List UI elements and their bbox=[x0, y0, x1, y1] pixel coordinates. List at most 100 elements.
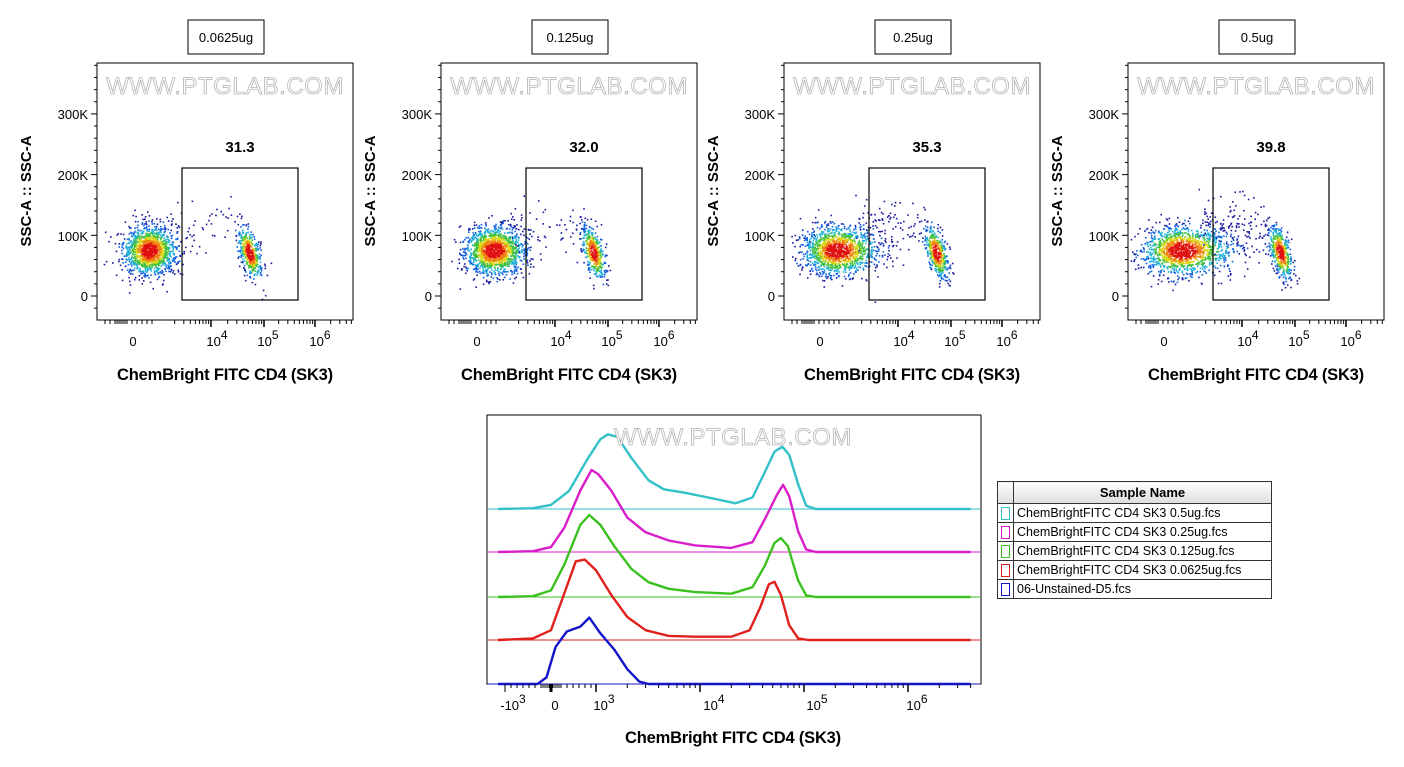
event-dot bbox=[512, 239, 514, 242]
event-dot bbox=[172, 257, 175, 260]
event-dot bbox=[513, 237, 516, 239]
event-dot bbox=[597, 270, 600, 272]
event-dot bbox=[849, 258, 851, 260]
event-dot bbox=[813, 231, 815, 233]
event-dot bbox=[176, 232, 178, 234]
event-dot bbox=[155, 261, 157, 264]
event-dot bbox=[532, 258, 534, 261]
event-dot bbox=[840, 223, 843, 225]
event-dot bbox=[827, 241, 829, 244]
event-dot bbox=[479, 248, 481, 251]
event-dot bbox=[490, 235, 492, 238]
event-dot bbox=[153, 250, 155, 252]
event-dot bbox=[820, 237, 822, 239]
event-dot bbox=[158, 260, 160, 262]
event-dot bbox=[138, 270, 141, 273]
event-dot bbox=[251, 269, 254, 271]
event-dot bbox=[130, 270, 133, 272]
event-dot bbox=[489, 242, 492, 244]
event-dot bbox=[863, 240, 866, 242]
event-dot bbox=[598, 267, 600, 270]
event-dot bbox=[468, 241, 470, 244]
event-dot bbox=[503, 268, 506, 271]
event-dot bbox=[515, 276, 518, 279]
event-dot bbox=[870, 251, 873, 253]
event-dot bbox=[165, 243, 168, 245]
event-dot bbox=[849, 233, 851, 235]
event-dot bbox=[176, 237, 179, 240]
event-dot bbox=[591, 265, 593, 267]
event-dot bbox=[822, 263, 824, 265]
event-dot bbox=[256, 263, 259, 266]
event-dot bbox=[488, 282, 490, 285]
event-dot bbox=[508, 236, 510, 239]
event-dot bbox=[244, 269, 246, 271]
event-dot bbox=[129, 280, 131, 283]
event-dot bbox=[480, 227, 483, 229]
event-dot bbox=[474, 245, 476, 247]
event-dot bbox=[830, 239, 833, 241]
event-dot bbox=[842, 263, 844, 265]
event-dot bbox=[506, 232, 509, 234]
event-dot bbox=[593, 262, 596, 264]
event-dot bbox=[840, 253, 842, 256]
event-dot bbox=[256, 274, 258, 276]
event-dot bbox=[599, 238, 602, 241]
event-dot bbox=[474, 259, 477, 261]
event-dot bbox=[251, 251, 253, 253]
event-dot bbox=[158, 258, 161, 261]
event-dot bbox=[813, 234, 816, 236]
event-dot bbox=[250, 250, 252, 253]
event-dot bbox=[483, 248, 485, 251]
event-dot bbox=[594, 243, 597, 245]
event-dot bbox=[148, 237, 150, 239]
event-dot bbox=[511, 238, 514, 241]
event-dot bbox=[504, 237, 506, 240]
event-dot bbox=[240, 261, 243, 263]
event-dot bbox=[508, 261, 511, 263]
event-dot bbox=[587, 244, 589, 247]
event-dot bbox=[143, 228, 145, 230]
event-dot bbox=[509, 241, 512, 244]
event-dot bbox=[815, 249, 818, 252]
event-dot bbox=[255, 254, 257, 256]
event-dot bbox=[213, 235, 216, 237]
event-dot bbox=[874, 301, 877, 303]
event-dot bbox=[140, 263, 143, 266]
event-dot bbox=[136, 252, 138, 254]
event-dot bbox=[840, 264, 842, 266]
event-dot bbox=[254, 273, 256, 276]
event-dot bbox=[808, 233, 811, 236]
event-dot bbox=[595, 268, 598, 271]
event-dot bbox=[499, 263, 502, 266]
event-dot bbox=[254, 253, 256, 255]
event-dot bbox=[558, 224, 561, 226]
event-dot bbox=[824, 254, 826, 256]
event-dot bbox=[155, 251, 158, 254]
event-dot bbox=[139, 256, 141, 259]
event-dot bbox=[856, 262, 859, 264]
event-dot bbox=[481, 263, 484, 265]
event-dot bbox=[591, 235, 594, 237]
event-dot bbox=[252, 254, 254, 256]
event-dot bbox=[176, 231, 179, 233]
event-dot bbox=[826, 247, 828, 249]
event-dot bbox=[582, 228, 585, 231]
event-dot bbox=[165, 253, 168, 256]
event-dot bbox=[506, 262, 508, 264]
event-dot bbox=[844, 278, 847, 280]
event-dot bbox=[503, 250, 505, 253]
event-dot bbox=[259, 272, 262, 274]
event-dot bbox=[179, 240, 182, 243]
event-dot bbox=[169, 251, 171, 254]
event-dot bbox=[510, 245, 512, 247]
event-dot bbox=[529, 266, 532, 268]
event-dot bbox=[489, 263, 491, 265]
event-dot bbox=[167, 239, 170, 241]
event-dot bbox=[811, 221, 814, 224]
event-dot bbox=[156, 241, 159, 243]
event-dot bbox=[172, 250, 174, 253]
event-dot bbox=[150, 261, 153, 263]
event-dot bbox=[587, 247, 590, 250]
event-dot bbox=[246, 263, 249, 266]
